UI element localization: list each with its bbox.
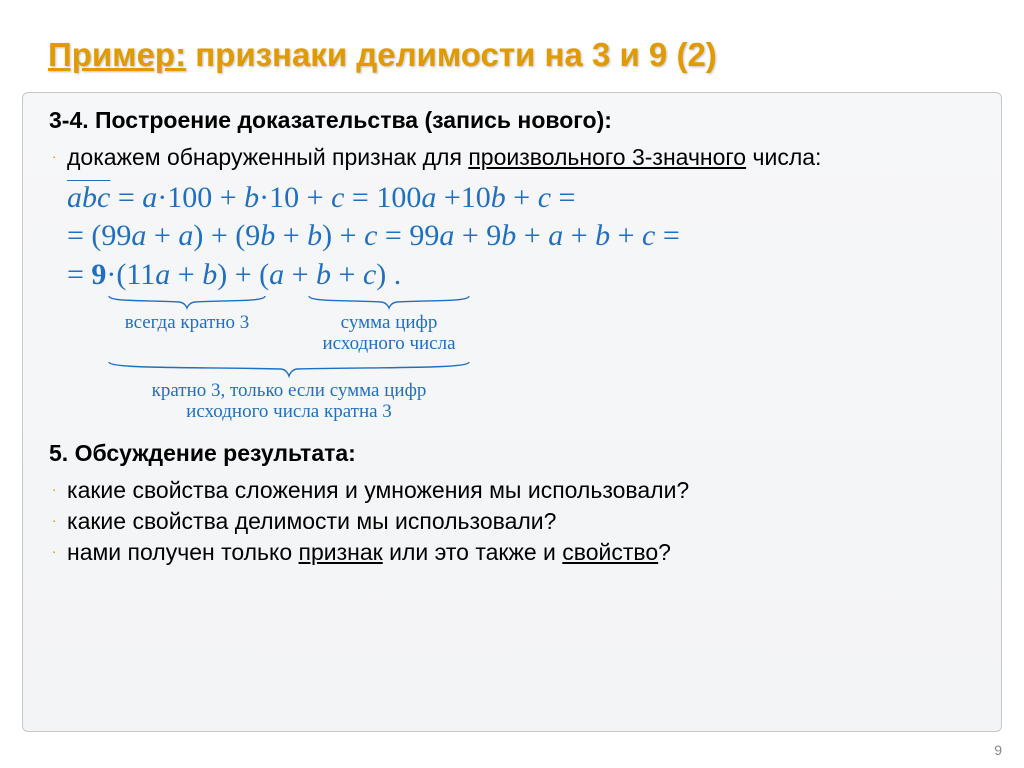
intro-post: числа: — [746, 144, 821, 170]
brace-2-label: сумма цифр исходного числа — [307, 312, 471, 355]
brace-icon — [107, 360, 471, 378]
section-5-heading: 5. Обсуждение результата: — [49, 440, 975, 467]
brace-icon — [307, 294, 471, 310]
brace-3-label: кратно 3, только если сумма цифр исходно… — [107, 380, 471, 423]
bullet-2: какие свойства делимости мы использовали… — [67, 506, 975, 537]
underbrace-3: кратно 3, только если сумма цифр исходно… — [107, 360, 471, 423]
underbrace-1: всегда кратно 3 — [107, 294, 267, 333]
section-3-4-heading: 3-4. Построение доказательства (запись н… — [49, 107, 975, 134]
title-underlined-part: Пример: — [48, 36, 186, 73]
line3-bold-9: 9 — [91, 258, 106, 291]
bullet-1: какие свойства сложения и умножения мы и… — [67, 475, 975, 506]
line3-prefix: = — [67, 258, 91, 291]
page-number: 9 — [994, 742, 1002, 758]
brace-icon — [107, 294, 267, 310]
math-line-2: = (99a + a) + (9b + b) + c = 99a + 9b + … — [67, 217, 975, 255]
intro-line: докажем обнаруженный признак для произво… — [67, 142, 975, 173]
math-line-3: = 9·(11a + b) + (a + b + c) . — [67, 256, 975, 294]
bullet-3: нами получен только признак или это такж… — [67, 537, 975, 568]
slide-title: Пример: признаки делимости на 3 и 9 (2) — [48, 36, 976, 74]
title-rest: признаки делимости на 3 и 9 (2) — [186, 36, 717, 73]
content-panel: 3-4. Построение доказательства (запись н… — [22, 92, 1002, 732]
math-derivation: abc = a·100 + b·10 + c = 100a +10b + c =… — [67, 179, 975, 294]
underbrace-region: всегда кратно 3 сумма цифр исходного чис… — [67, 294, 975, 438]
intro-underlined: произвольного 3-значного — [468, 144, 746, 170]
math-line-1: abc = a·100 + b·10 + c = 100a +10b + c = — [67, 179, 975, 217]
slide-title-bar: Пример: признаки делимости на 3 и 9 (2) — [0, 0, 1024, 92]
intro-pre: докажем обнаруженный признак для — [67, 144, 468, 170]
underbrace-2: сумма цифр исходного числа — [307, 294, 471, 355]
brace-1-label: всегда кратно 3 — [107, 312, 267, 333]
abc-overline: abc — [67, 181, 110, 214]
